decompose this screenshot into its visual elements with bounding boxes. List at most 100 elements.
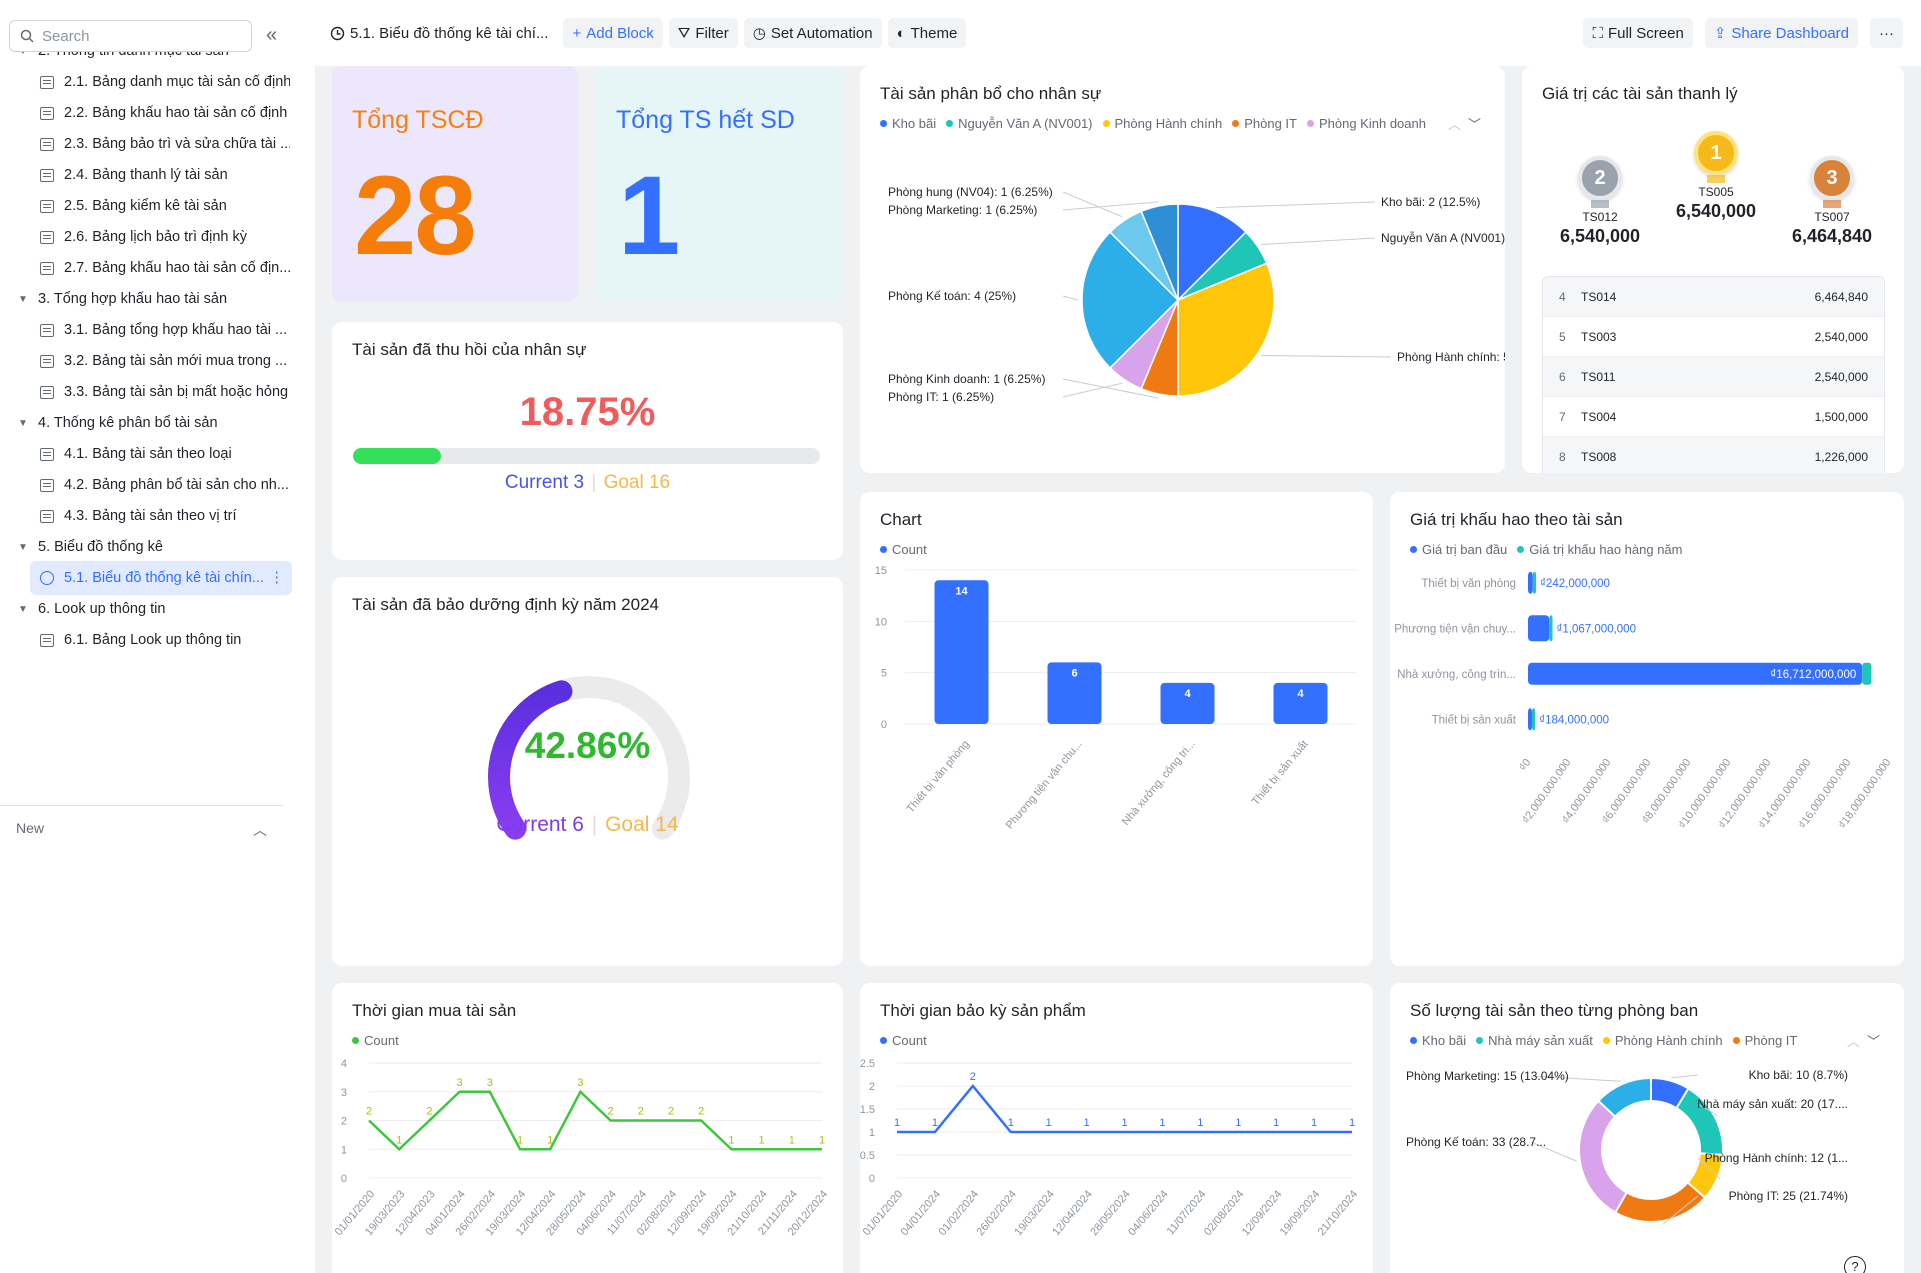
kpi-total-fixed-assets[interactable]: Tổng TSCĐ 28 <box>332 66 578 302</box>
bar[interactable] <box>1528 571 1533 594</box>
set-automation-button[interactable]: ◷ Set Automation <box>743 18 882 48</box>
sidebar-item[interactable]: ▼ 5. Biểu đồ thống kê <box>18 530 288 564</box>
table-row[interactable]: 8 TS008 1,226,000 <box>1543 437 1884 473</box>
legend-item[interactable]: Phòng Kinh doanh <box>1306 116 1426 131</box>
count-bar-card[interactable]: Chart Count 0 5 10 15 14 Thiết bị văn phòng 6 P… <box>860 492 1373 966</box>
legend-item[interactable]: Giá trị khấu hao hàng năm <box>1517 542 1683 557</box>
legend-item[interactable]: Count <box>880 542 927 557</box>
warranty-time-card[interactable]: Thời gian bảo kỳ sản phẩm Count 0 0.5 1 1.5… <box>860 983 1373 1273</box>
depreciation-card[interactable]: Giá trị khấu hao theo tài sản Giá trị ba… <box>1390 492 1904 966</box>
more-options-button[interactable]: ··· <box>1870 18 1903 48</box>
collapse-sidebar-icon[interactable]: « <box>266 24 278 46</box>
recovered-assets-card[interactable]: Tài sản đã thu hồi của nhân sự 18.75% Cu… <box>332 322 843 560</box>
sidebar-item[interactable]: 4.3. Bảng tài sản theo vị trí <box>40 499 290 533</box>
podium-entry[interactable]: 2 TS012 6,540,000 <box>1530 156 1670 247</box>
kpi-total-expired-assets[interactable]: Tổng TS hết SD 1 <box>596 66 842 302</box>
add-block-button[interactable]: + Add Block <box>563 18 663 48</box>
sidebar-item[interactable]: ▼ 2. Thông tin danh mục tài sản <box>18 52 288 68</box>
legend-item[interactable]: Phòng IT <box>1232 116 1297 131</box>
department-donut-card[interactable]: Số lượng tài sản theo từng phòng ban Kho… <box>1390 983 1904 1273</box>
legend-item[interactable]: Phòng Hành chính <box>1602 1033 1723 1048</box>
sidebar-item[interactable]: 2.7. Bảng khấu hao tài sản cố địn... <box>40 251 290 285</box>
legend-item[interactable]: Count <box>352 1033 399 1048</box>
legend-item[interactable]: Phòng IT <box>1732 1033 1797 1048</box>
bar-segment[interactable] <box>1549 615 1553 642</box>
table-row[interactable]: 7 TS004 1,500,000 <box>1543 397 1884 437</box>
point-label: 2 <box>970 1071 976 1083</box>
pie-slice[interactable] <box>1177 203 1247 302</box>
help-icon[interactable]: ? <box>1844 1256 1866 1273</box>
legend-item[interactable]: Nhà máy sản xuất <box>1476 1033 1593 1048</box>
sidebar-item[interactable]: 5.1. Biểu đồ thống kê tài chín... ⋮ <box>30 561 292 595</box>
legend-next-icon[interactable]: ﹀ <box>1468 117 1482 132</box>
more-vertical-icon[interactable]: ⋮ <box>269 570 285 586</box>
sidebar-item-label: 3.1. Bảng tổng hợp khấu hao tài ... <box>64 322 288 338</box>
table-row[interactable]: 5 TS003 2,540,000 <box>1543 317 1884 357</box>
purchase-time-card[interactable]: Thời gian mua tài sản Count 0 1 2 3 4 2 1 2 3 3 1 1… <box>332 983 843 1273</box>
donut-slice[interactable] <box>1613 1181 1707 1223</box>
legend-item[interactable]: Giá trị ban đầu <box>1410 542 1507 557</box>
sidebar-item[interactable]: ▼ 4. Thống kê phân bổ tài sản <box>18 406 288 440</box>
table-row[interactable]: 4 TS014 6,464,840 <box>1543 277 1884 317</box>
donut-slice[interactable] <box>1578 1099 1629 1214</box>
bar[interactable] <box>1528 708 1532 731</box>
caret-down-icon[interactable]: ▼ <box>18 417 28 429</box>
bar-segment[interactable] <box>1532 708 1536 731</box>
legend-item[interactable]: Nguyễn Văn A (NV001) <box>946 116 1093 131</box>
legend-prev-icon[interactable]: ︿ <box>1448 117 1462 132</box>
legend-item[interactable]: Phòng Hành chính <box>1102 116 1222 131</box>
sidebar-item[interactable]: 2.5. Bảng kiểm kê tài sản <box>40 189 290 223</box>
new-section[interactable]: New ︿ <box>0 805 283 854</box>
bar[interactable] <box>934 580 989 724</box>
caret-down-icon[interactable]: ▼ <box>18 603 28 615</box>
podium-entry[interactable]: 1 TS005 6,540,000 <box>1646 131 1786 222</box>
sidebar-item[interactable]: ▼ 6. Look up thông tin <box>18 592 288 626</box>
sidebar-item[interactable]: 3.2. Bảng tài sản mới mua trong ... <box>40 344 290 378</box>
legend-prev-icon[interactable]: ︿ <box>1847 1034 1861 1049</box>
sidebar-item[interactable]: 2.3. Bảng bảo trì và sửa chữa tài ... <box>40 127 290 161</box>
legend-item[interactable]: Count <box>880 1033 927 1048</box>
share-dashboard-button[interactable]: ⇪ Share Dashboard <box>1704 18 1858 48</box>
chevron-up-icon[interactable]: ︿ <box>253 822 267 838</box>
legend-item[interactable]: Kho bãi <box>880 116 936 131</box>
caret-down-icon[interactable]: ▼ <box>18 541 28 553</box>
legend-next-icon[interactable]: ﹀ <box>1867 1034 1881 1049</box>
sidebar-item[interactable]: 2.4. Bảng thanh lý tài sản <box>40 158 290 192</box>
pie-slice[interactable] <box>1177 262 1275 397</box>
maintenance-gauge-card[interactable]: Tài sản đã bảo dưỡng định kỳ năm 2024 42… <box>332 577 843 966</box>
search-input[interactable]: Search <box>9 20 252 52</box>
bar-segment[interactable] <box>1532 571 1537 594</box>
bar[interactable] <box>1528 662 1863 685</box>
sidebar-item[interactable]: 2.6. Bảng lịch bảo trì định kỳ <box>40 220 290 254</box>
sidebar-item[interactable]: ▼ 3. Tổng hợp khấu hao tài sản <box>18 282 288 316</box>
sidebar-item[interactable]: 2.2. Bảng khấu hao tài sản cố định <box>40 96 290 130</box>
donut-slice[interactable] <box>1596 1076 1652 1118</box>
series-line[interactable] <box>897 1084 1352 1134</box>
sidebar-item[interactable]: 3.1. Bảng tổng hợp khấu hao tài ... <box>40 313 290 347</box>
caret-down-icon[interactable]: ▼ <box>18 293 28 305</box>
sidebar-item[interactable]: 3.3. Bảng tài sản bị mất hoặc hỏng <box>40 375 290 409</box>
table-row[interactable]: 6 TS011 2,540,000 <box>1543 357 1884 397</box>
sidebar-item[interactable]: 4.1. Bảng tài sản theo loại <box>40 437 290 471</box>
series-line[interactable] <box>368 1089 822 1151</box>
caret-down-icon[interactable]: ▼ <box>18 52 32 57</box>
sidebar-item[interactable]: 6.1. Bảng Look up thông tin <box>40 623 290 657</box>
bar[interactable] <box>1160 682 1215 724</box>
bar[interactable] <box>1273 682 1328 724</box>
sidebar-item[interactable]: 4.2. Bảng phân bổ tài sản cho nh... <box>40 468 290 502</box>
row-value: 6,464,840 <box>1814 289 1868 304</box>
bar-segment[interactable] <box>1862 662 1872 685</box>
full-screen-button[interactable]: ⛶ Full Screen <box>1583 18 1693 48</box>
liquidation-card[interactable]: Giá trị các tài sản thanh lý 2 TS012 6,540… <box>1522 66 1904 473</box>
pie-slice[interactable] <box>1081 231 1180 369</box>
bar[interactable] <box>1528 615 1550 642</box>
theme-button[interactable]: ◐ Theme <box>887 18 967 48</box>
podium-entry[interactable]: 3 TS007 6,464,840 <box>1762 156 1902 247</box>
sidebar-item[interactable]: 2.1. Bảng danh mục tài sản cố định <box>40 65 290 99</box>
legend-item[interactable]: Kho bãi <box>1410 1033 1466 1048</box>
allocation-pie-card[interactable]: Tài sản phân bổ cho nhân sự Kho bãi Nguyễ… <box>860 66 1505 473</box>
page-title[interactable]: 5.1. Biểu đồ thống kê tài chí... <box>321 18 557 48</box>
bar[interactable] <box>1047 662 1102 724</box>
filter-button[interactable]: ⛛ Filter <box>668 18 738 48</box>
pie-slice[interactable] <box>1140 203 1179 301</box>
